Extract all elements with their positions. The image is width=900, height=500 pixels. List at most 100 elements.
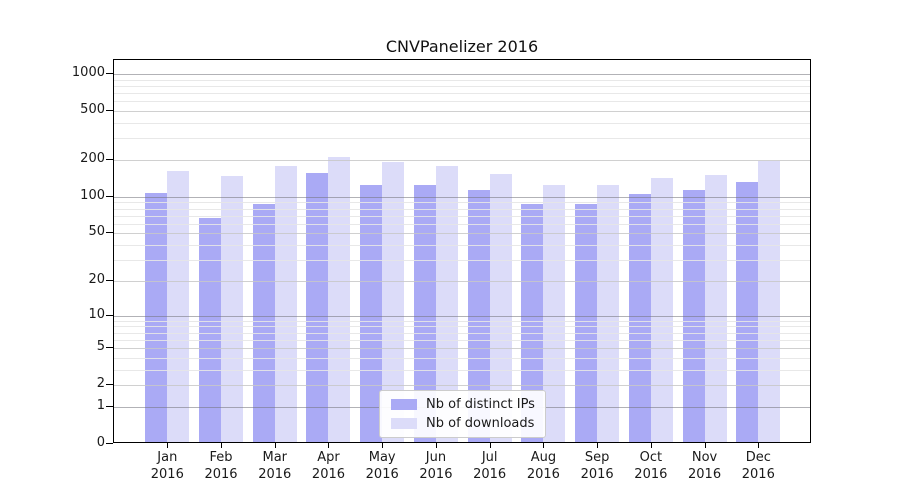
y-tick-label: 20 <box>88 271 105 287</box>
x-tick-year: 2016 <box>741 467 775 482</box>
x-tick-year: 2016 <box>580 467 614 482</box>
x-tick-year: 2016 <box>204 467 238 482</box>
bar-distinct-ips-sep <box>575 203 598 442</box>
bar-downloads-mar <box>274 166 297 442</box>
x-tick-year: 2016 <box>419 467 453 482</box>
x-tick-label: Feb 2016 <box>194 449 248 483</box>
gridline-20 <box>114 280 810 282</box>
gridline-minor <box>114 215 810 217</box>
gridline-minor <box>114 138 810 140</box>
gridline-minor <box>114 93 810 95</box>
bar-downloads-sep <box>597 185 620 442</box>
y-tick-mark <box>106 73 113 74</box>
x-tick-year: 2016 <box>365 467 399 482</box>
gridline-minor <box>114 245 810 247</box>
x-tick-month: Feb <box>209 450 233 465</box>
y-tick-label: 1000 <box>71 65 105 80</box>
x-tick-month: Mar <box>262 450 288 465</box>
legend-entry-distinct-ips: Nb of distinct IPs <box>391 397 545 412</box>
gridline-minor <box>114 85 810 87</box>
bar-distinct-ips-dec <box>736 182 759 442</box>
x-tick-month: May <box>368 450 396 465</box>
x-tick-year: 2016 <box>258 467 292 482</box>
bar-downloads-aug <box>543 184 566 442</box>
gridline-50 <box>114 233 810 235</box>
x-tick-label: Dec 2016 <box>731 449 785 483</box>
y-tick-label: 2 <box>96 376 105 392</box>
y-tick-mark <box>106 443 113 444</box>
x-tick-label: Oct 2016 <box>624 449 678 483</box>
bar-distinct-ips-jun <box>413 184 436 442</box>
plot-area <box>113 59 811 443</box>
x-tick-month: Jun <box>425 450 447 465</box>
y-tick-mark <box>106 405 113 407</box>
gridline-minor <box>114 357 810 359</box>
x-tick-year: 2016 <box>688 467 722 482</box>
gridline-minor <box>114 202 810 204</box>
bar-downloads-jun <box>435 165 458 442</box>
x-tick-month: Sep <box>584 450 610 465</box>
gridline-200 <box>114 159 810 161</box>
x-tick-year: 2016 <box>473 467 507 482</box>
y-tick-label: 1 <box>96 397 105 413</box>
x-tick-label: Mar 2016 <box>248 449 302 483</box>
y-tick-label: 5 <box>96 339 105 355</box>
x-tick-mark <box>758 443 760 448</box>
bar-downloads-may <box>382 162 405 442</box>
x-tick-month: Nov <box>691 450 718 465</box>
gridline-minor <box>114 369 810 371</box>
x-tick-mark <box>489 443 491 448</box>
bar-distinct-ips-aug <box>521 204 544 442</box>
x-tick-month: Dec <box>745 450 771 465</box>
x-tick-year: 2016 <box>634 467 668 482</box>
gridline-minor <box>114 223 810 225</box>
y-tick-label: 200 <box>80 150 105 166</box>
gridline-minor <box>114 122 810 124</box>
gridline-minor <box>114 332 810 334</box>
legend-entry-downloads: Nb of downloads <box>391 416 545 431</box>
bar-distinct-ips-nov <box>682 190 705 442</box>
x-tick-label: Jun 2016 <box>409 449 463 483</box>
x-tick-mark <box>543 443 545 448</box>
x-tick-month: Aug <box>530 450 557 465</box>
y-tick-mark <box>106 110 113 112</box>
y-tick-label: 10 <box>88 306 105 322</box>
bar-downloads-apr <box>328 157 351 442</box>
gridline-minor <box>114 260 810 262</box>
bar-distinct-ips-jan <box>145 193 168 442</box>
y-tick-label: 500 <box>80 102 105 118</box>
x-tick-month: Apr <box>317 450 340 465</box>
x-tick-label: Aug 2016 <box>516 449 570 483</box>
y-tick-mark <box>106 347 113 349</box>
y-tick-mark <box>106 195 113 197</box>
y-tick-label: 0 <box>96 435 105 450</box>
gridline-1000 <box>114 74 810 75</box>
x-tick-month: Jan <box>157 450 178 465</box>
bar-downloads-oct <box>650 178 673 442</box>
gridline-minor <box>114 208 810 210</box>
legend: Nb of distinct IPs Nb of downloads <box>379 390 546 438</box>
x-tick-label: Nov 2016 <box>678 449 732 483</box>
bar-distinct-ips-may <box>360 185 383 442</box>
y-tick-mark <box>106 279 113 281</box>
x-tick-month: Oct <box>639 450 663 465</box>
x-tick-mark <box>597 443 599 448</box>
gridline-minor <box>114 101 810 103</box>
x-tick-mark <box>704 443 706 448</box>
x-tick-label: Sep 2016 <box>570 449 624 483</box>
x-tick-mark <box>221 443 223 448</box>
x-tick-label: Apr 2016 <box>301 449 355 483</box>
gridline-minor <box>114 326 810 328</box>
x-tick-mark <box>167 443 169 448</box>
y-tick-mark <box>106 314 113 316</box>
gridline-100 <box>114 196 810 198</box>
x-tick-label: May 2016 <box>355 449 409 483</box>
gridline-2 <box>114 385 810 387</box>
x-tick-month: Jul <box>481 450 498 465</box>
bar-downloads-feb <box>221 176 244 442</box>
bar-distinct-ips-apr <box>306 172 329 442</box>
legend-swatch-downloads <box>391 418 417 429</box>
x-tick-mark <box>328 443 330 448</box>
bar-distinct-ips-mar <box>252 203 275 442</box>
y-tick-label: 50 <box>88 224 105 240</box>
